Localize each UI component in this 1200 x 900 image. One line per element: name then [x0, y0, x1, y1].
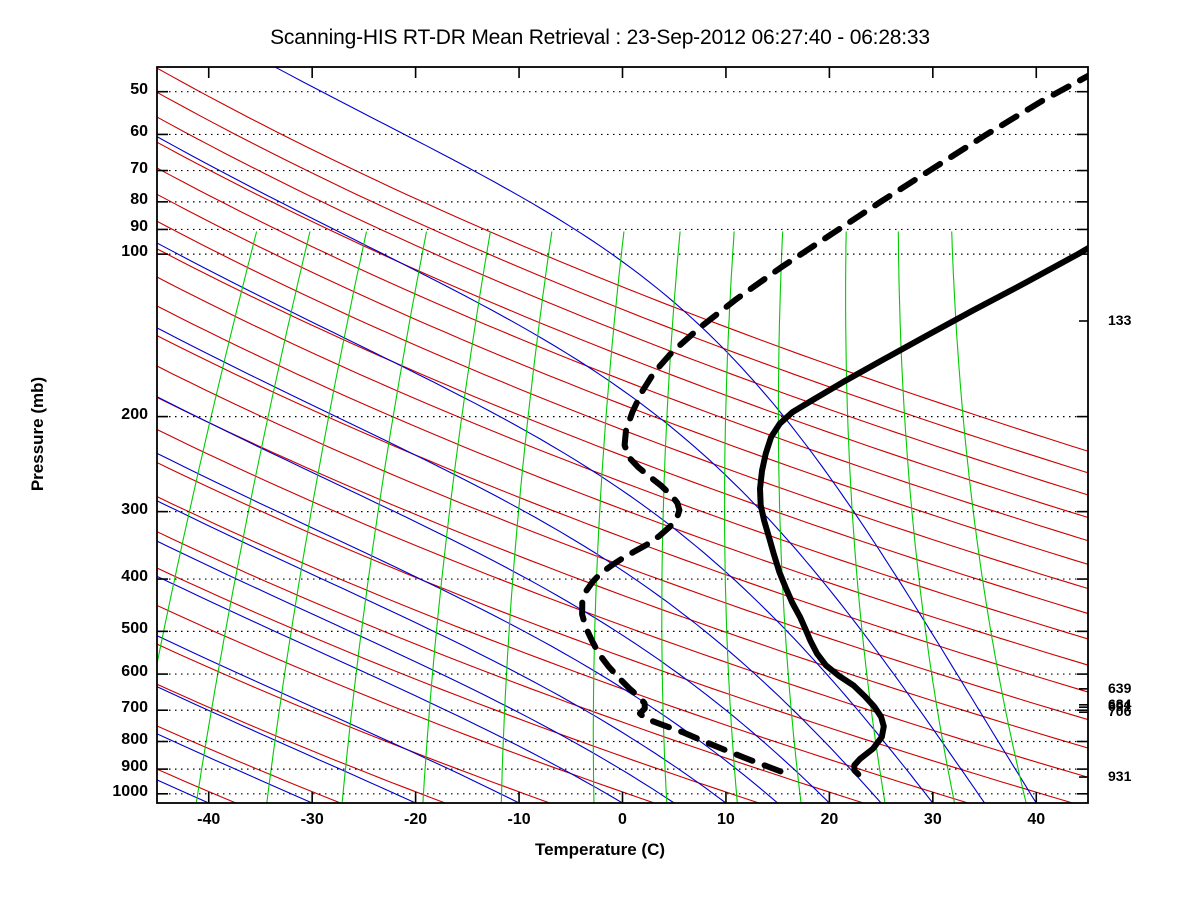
y-tick-label: 100 — [121, 243, 148, 261]
dry-adiabat-line — [157, 567, 760, 803]
mixing-ratio-line — [951, 231, 1027, 803]
dry-adiabat-line — [157, 496, 969, 803]
x-tick-label: -20 — [404, 811, 428, 828]
dry-adiabat-line — [157, 725, 342, 803]
mixing-ratio-line — [157, 231, 258, 667]
mixing-ratio-line — [195, 231, 311, 803]
x-tick-label: 10 — [717, 811, 735, 828]
dry-adiabat-line — [157, 335, 1088, 693]
dry-adiabat-line — [157, 67, 1088, 452]
dry-adiabat-line — [157, 604, 655, 803]
mixing-ratio-line — [500, 231, 553, 803]
mixing-ratio-line — [845, 231, 886, 803]
moist-adiabat-line — [157, 452, 779, 803]
mixing-ratio-line — [724, 231, 738, 803]
y-tick-label: 500 — [121, 620, 148, 638]
y-tick-label: 900 — [121, 758, 148, 776]
right-level-label: 639 — [1108, 679, 1132, 696]
mixing-ratio-line — [341, 231, 427, 803]
x-tick-marks-group — [207, 67, 1038, 803]
y-tick-label: 600 — [121, 663, 148, 681]
mixing-ratio-line — [422, 231, 491, 803]
moist-adiabat-line — [157, 396, 830, 803]
profile-group — [579, 72, 1088, 779]
page-title: Scanning-HIS RT-DR Mean Retrieval : 23-S… — [270, 26, 930, 49]
dry-adiabat-line — [157, 531, 865, 803]
moist-adiabat-line — [0, 67, 2, 803]
y-tick-label: 1000 — [112, 782, 148, 800]
dry-adiabat-line — [157, 365, 1088, 721]
y-tick-label: 80 — [130, 190, 148, 208]
mixing-ratio-line — [777, 231, 802, 803]
x-tick-label: -10 — [507, 811, 531, 828]
moist-adiabat-line — [157, 135, 986, 803]
dry-adiabat-line — [157, 91, 1088, 474]
dry-adiabat-line — [157, 141, 1088, 519]
right-level-label: 931 — [1108, 768, 1132, 785]
pressure-gridlines-group — [157, 90, 1088, 795]
y-tick-label: 800 — [121, 730, 148, 748]
x-tick-label: -40 — [197, 811, 221, 828]
x-tick-label: -30 — [300, 811, 324, 828]
background-lines-group — [0, 67, 1088, 803]
x-axis-label: Temperature (C) — [534, 840, 666, 859]
plot-frame — [156, 66, 1089, 804]
moist-adiabat-line — [157, 327, 882, 803]
dry-adiabat-line — [157, 193, 1088, 565]
dry-adiabat-line — [157, 428, 1088, 778]
y-tick-label: 70 — [130, 159, 148, 177]
dry-adiabat-line — [157, 116, 1088, 496]
moist-adiabat-line — [157, 635, 520, 803]
dry-adiabat-line — [157, 248, 1088, 615]
right-level-label: 691 — [1108, 698, 1132, 715]
mixing-ratio-line — [661, 231, 681, 803]
dewpoint-profile-line — [579, 72, 1088, 779]
dry-adiabat-line — [157, 683, 446, 803]
moist-adiabat-line — [157, 540, 675, 803]
y-tick-label: 400 — [121, 568, 148, 586]
temperature-profile-line — [757, 244, 1088, 778]
dry-adiabat-line — [157, 396, 1088, 749]
y-tick-label: 60 — [130, 123, 148, 141]
y-tick-label: 90 — [130, 218, 148, 236]
y-tick-label: 50 — [130, 80, 148, 98]
right-level-label: 133 — [1108, 311, 1132, 328]
moist-adiabat-line — [274, 67, 1037, 803]
y-tick-label: 700 — [121, 699, 148, 717]
mixing-ratio-line — [266, 231, 367, 803]
mixing-ratio-line — [897, 231, 956, 803]
mixing-ratio-line — [592, 231, 625, 803]
moist-adiabat-line — [157, 500, 727, 803]
dry-adiabat-line — [157, 305, 1088, 666]
right-level-label: 684 — [1108, 695, 1132, 712]
dry-adiabat-line — [157, 461, 1074, 803]
moist-adiabat-line — [157, 242, 934, 803]
moist-adiabat-line — [157, 575, 624, 803]
x-tick-label: 40 — [1027, 811, 1046, 828]
x-tick-label: 30 — [923, 811, 942, 828]
right-level-label: 706 — [1108, 703, 1132, 720]
x-tick-label: 0 — [618, 811, 627, 828]
y-tick-label: 200 — [121, 405, 148, 423]
dry-adiabat-line — [157, 167, 1088, 542]
dry-adiabat-line — [0, 667, 27, 803]
y-tick-label: 300 — [121, 500, 148, 518]
dry-adiabat-line — [157, 220, 1088, 590]
x-tick-label: 20 — [820, 811, 839, 828]
